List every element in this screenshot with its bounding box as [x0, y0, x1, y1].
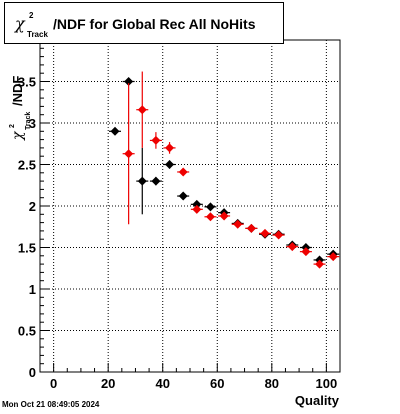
y-tick-label: 3 — [29, 116, 36, 131]
data-point — [219, 211, 229, 221]
chart-title-box: χ 2 Track /NDF for Global Rec All NoHits — [4, 2, 284, 44]
data-point — [137, 105, 147, 115]
data-point — [260, 228, 270, 238]
data-point — [287, 242, 297, 252]
data-point — [274, 230, 284, 240]
data-point — [328, 252, 338, 262]
data-point — [165, 143, 175, 153]
data-point — [124, 149, 134, 159]
data-point — [178, 191, 188, 201]
y-tick-label: 0 — [29, 365, 36, 380]
y-axis-label-superscript: 2 — [9, 124, 16, 128]
chart-title: /NDF for Global Rec All NoHits — [53, 16, 256, 32]
x-tick-label: 40 — [155, 376, 169, 391]
data-point — [315, 259, 325, 269]
y-tick-label: 2 — [29, 199, 36, 214]
title-superscript: 2 — [29, 11, 34, 20]
x-tick-label: 60 — [210, 376, 224, 391]
axis-layer: 0 20 40 60 80 100 0 0.5 1 1.5 2 2.5 3 3.5 — [18, 39, 341, 391]
y-axis-label-symbol: χ — [10, 130, 26, 141]
y-axis-label-subscript: Track — [25, 112, 32, 130]
data-point — [246, 223, 256, 233]
y-tick-label: 0.5 — [18, 324, 36, 339]
data-point — [301, 247, 311, 257]
data-point — [165, 160, 175, 169]
x-tick-label: 100 — [316, 376, 338, 391]
y-axis-label-text: /NDF — [10, 76, 25, 106]
x-tick-label: 80 — [265, 376, 279, 391]
data-point — [124, 77, 134, 86]
timestamp: Mon Oct 21 08:49:05 2024 — [2, 400, 100, 409]
x-axis-label: Quality — [295, 393, 340, 408]
data-point — [205, 212, 215, 222]
data-point — [192, 204, 202, 214]
y-tick-label: 2.5 — [18, 158, 36, 173]
x-tick-label: 20 — [101, 376, 115, 391]
grid-layer — [40, 40, 340, 373]
data-point — [137, 176, 147, 186]
data-point — [178, 167, 188, 177]
series-layer — [109, 71, 340, 269]
data-point — [151, 135, 161, 145]
x-tick-label: 0 — [50, 376, 57, 391]
title-subscript: Track — [27, 30, 48, 39]
y-tick-label: 1.5 — [18, 241, 36, 256]
data-point — [110, 126, 120, 136]
data-series-1 — [109, 77, 340, 265]
y-tick-label: 3.5 — [18, 75, 36, 90]
y-axis-label: χ 2 Track /NDF — [9, 76, 32, 141]
title-chi-symbol: χ — [15, 14, 25, 33]
data-series-2 — [122, 71, 340, 269]
data-point — [151, 176, 161, 186]
data-point — [233, 219, 243, 229]
y-tick-label: 1 — [29, 282, 36, 297]
data-point — [205, 202, 215, 212]
data-point — [192, 199, 202, 209]
